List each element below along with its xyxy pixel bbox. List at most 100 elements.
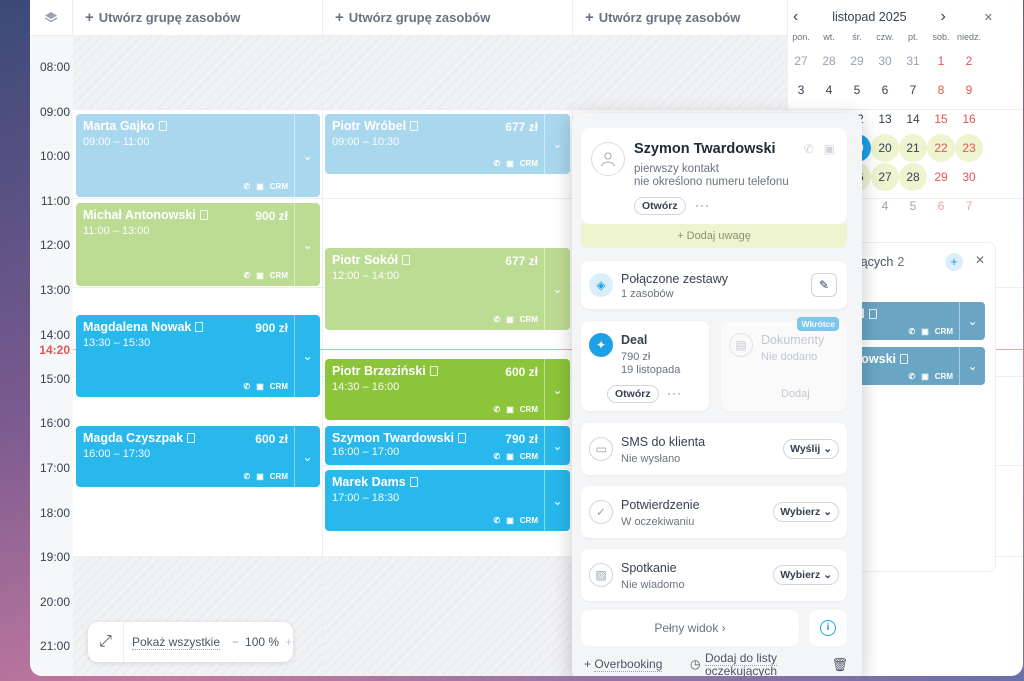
- meeting-select[interactable]: Wybierz ⌄: [773, 565, 839, 585]
- chevron-down-icon[interactable]: ⌄: [544, 359, 570, 420]
- add-waitlist-button[interactable]: +: [945, 253, 963, 271]
- chevron-down-icon[interactable]: ⌄: [294, 114, 320, 197]
- calendar-day[interactable]: 16: [962, 112, 976, 126]
- phone-icon: ✆: [243, 472, 251, 481]
- zoom-in-button[interactable]: +: [285, 635, 293, 649]
- calendar-day[interactable]: 5: [853, 83, 861, 97]
- calendar-day[interactable]: 6: [881, 83, 889, 97]
- appointment-card[interactable]: Magda Czyszpak 16:00 – 17:30 600 zł ✆ ▣ CR…: [76, 426, 320, 487]
- confirmation-select[interactable]: Wybierz ⌄: [773, 502, 839, 522]
- chevron-left-icon[interactable]: ‹: [793, 8, 799, 25]
- calendar-day[interactable]: 4: [825, 83, 833, 97]
- chevron-right-icon[interactable]: ›: [940, 8, 946, 25]
- show-all-button[interactable]: Pokaż wszystkie: [132, 634, 221, 650]
- calendar-day[interactable]: 22: [927, 134, 955, 162]
- calendar-month-label[interactable]: listopad 2025: [832, 10, 907, 24]
- calendar-day[interactable]: 31: [906, 54, 920, 68]
- sms-card: ▭ SMS do klienta Nie wysłano Wyślij ⌄: [581, 423, 847, 475]
- crm-label: CRM: [269, 182, 288, 191]
- crm-label: CRM: [519, 452, 538, 461]
- phone-icon[interactable]: ✆: [803, 142, 814, 156]
- full-view-button[interactable]: Pełny widok ›: [581, 610, 799, 646]
- more-options-icon[interactable]: ···: [695, 198, 710, 212]
- calendar-day[interactable]: 7: [965, 199, 973, 213]
- calendar-day[interactable]: 2: [965, 54, 973, 68]
- calendar-day[interactable]: 15: [934, 112, 948, 126]
- weekday-label: czw.: [876, 32, 894, 42]
- client-name[interactable]: Szymon Twardowski: [634, 141, 776, 157]
- calendar-day[interactable]: 4: [881, 199, 889, 213]
- trash-icon[interactable]: 🗑: [831, 657, 848, 672]
- chevron-down-icon[interactable]: ⌄: [544, 248, 570, 330]
- calendar-day[interactable]: 13: [878, 112, 892, 126]
- calendar-day[interactable]: 21: [899, 134, 927, 162]
- chevron-down-icon[interactable]: ⌄: [544, 114, 570, 174]
- calendar-day[interactable]: 29: [934, 170, 948, 184]
- chevron-down-icon[interactable]: ⌄: [294, 426, 320, 487]
- note-icon: [868, 309, 877, 319]
- hour-label: 09:00: [39, 105, 70, 119]
- hour-label: 14:00: [39, 328, 70, 342]
- info-button[interactable]: i: [809, 610, 847, 646]
- add-document-button[interactable]: Dodaj: [781, 388, 810, 400]
- add-note-button[interactable]: + Dodaj uwagę: [581, 224, 847, 248]
- calendar-day[interactable]: 23: [955, 134, 983, 162]
- appointment-card[interactable]: Piotr Sokół 12:00 – 14:00 677 zł ✆ ▣ CRM ⌄: [325, 248, 570, 330]
- resource-column-2[interactable]: [323, 36, 573, 676]
- zoom-out-button[interactable]: −: [232, 635, 240, 649]
- appointment-card[interactable]: Marek Dams 17:00 – 18:30 ✆ ▣ CRM ⌄: [325, 470, 570, 531]
- calendar-day[interactable]: 1: [937, 54, 945, 68]
- chevron-down-icon[interactable]: ⌄: [294, 315, 320, 397]
- appointment-card[interactable]: Piotr Brzeziński 14:30 – 16:00 600 zł ✆ ▣…: [325, 359, 570, 420]
- calendar-day[interactable]: 30: [962, 170, 976, 184]
- appointment-card[interactable]: Marta Gajko 09:00 – 11:00 ✆ ▣ CRM ⌄: [76, 114, 320, 197]
- chevron-down-icon[interactable]: ⌄: [959, 347, 985, 385]
- chat-icon: ▣: [256, 271, 264, 280]
- chat-icon[interactable]: ▣: [823, 142, 835, 156]
- chevron-down-icon[interactable]: ⌄: [959, 302, 985, 340]
- calendar-day[interactable]: 14: [906, 112, 920, 126]
- client-name: Marta Gajko: [83, 119, 155, 133]
- hour-line: [73, 556, 1023, 557]
- calendar-day[interactable]: 30: [878, 54, 892, 68]
- calendar-day[interactable]: 29: [850, 54, 864, 68]
- calendar-day[interactable]: 6: [937, 199, 945, 213]
- add-to-waitlist-link[interactable]: ◷ Dodaj do listy oczekujących: [690, 651, 778, 676]
- calendar-day[interactable]: 28: [899, 163, 927, 191]
- calendar-day[interactable]: 7: [909, 83, 917, 97]
- meeting-title: Spotkanie: [621, 561, 677, 575]
- collapse-icon[interactable]: ✕: [983, 11, 993, 24]
- appointment-card[interactable]: Michał Antonowski 11:00 – 13:00 900 zł ✆…: [76, 203, 320, 286]
- open-client-button[interactable]: Otwórz: [634, 197, 686, 215]
- send-sms-button[interactable]: Wyślij ⌄: [783, 439, 839, 459]
- calendar-day[interactable]: 5: [909, 199, 917, 213]
- calendar-window: + Utwórz grupę zasobów + Utwórz grupę zaso…: [30, 0, 1023, 676]
- open-deal-button[interactable]: Otwórz: [607, 385, 659, 403]
- overbooking-link[interactable]: + Overbooking: [584, 657, 663, 672]
- more-options-icon[interactable]: ···: [667, 386, 682, 400]
- calendar-day[interactable]: 27: [871, 163, 899, 191]
- meeting-select-label: Wybierz: [780, 569, 821, 581]
- chevron-down-icon[interactable]: ⌄: [294, 203, 320, 286]
- add-resource-group-button-1[interactable]: + Utwórz grupę zasobów: [73, 0, 323, 36]
- appointment-card[interactable]: Piotr Wróbel 09:00 – 10:30 677 zł ✆ ▣ CRM …: [325, 114, 570, 174]
- close-icon[interactable]: ✕: [974, 253, 985, 267]
- calendar-day[interactable]: 20: [871, 134, 899, 162]
- documents-card: Wkrótce ▤ Dokumenty Nie dodano Dodaj: [721, 317, 847, 411]
- appointment-card-selected[interactable]: Szymon Twardowski 16:00 – 17:00 790 zł ✆…: [325, 426, 570, 465]
- calendar-day[interactable]: 28: [822, 54, 836, 68]
- layers-button[interactable]: [30, 0, 73, 36]
- chat-icon: ▣: [506, 315, 514, 324]
- appointment-card[interactable]: Magdalena Nowak 13:30 – 15:30 900 zł ✆ ▣ C…: [76, 315, 320, 397]
- add-resource-group-button-3[interactable]: + Utwórz grupę zasobów: [573, 0, 788, 36]
- calendar-day[interactable]: 27: [794, 54, 808, 68]
- expand-icon[interactable]: ⤢: [88, 622, 124, 662]
- chevron-down-icon[interactable]: ⌄: [544, 426, 570, 465]
- hour-label: 13:00: [39, 283, 70, 297]
- add-resource-group-button-2[interactable]: + Utwórz grupę zasobów: [323, 0, 573, 36]
- chevron-down-icon[interactable]: ⌄: [544, 470, 570, 531]
- calendar-day[interactable]: 9: [965, 83, 973, 97]
- calendar-day[interactable]: 8: [937, 83, 945, 97]
- calendar-day[interactable]: 3: [797, 83, 805, 97]
- edit-icon[interactable]: ✎: [811, 273, 837, 297]
